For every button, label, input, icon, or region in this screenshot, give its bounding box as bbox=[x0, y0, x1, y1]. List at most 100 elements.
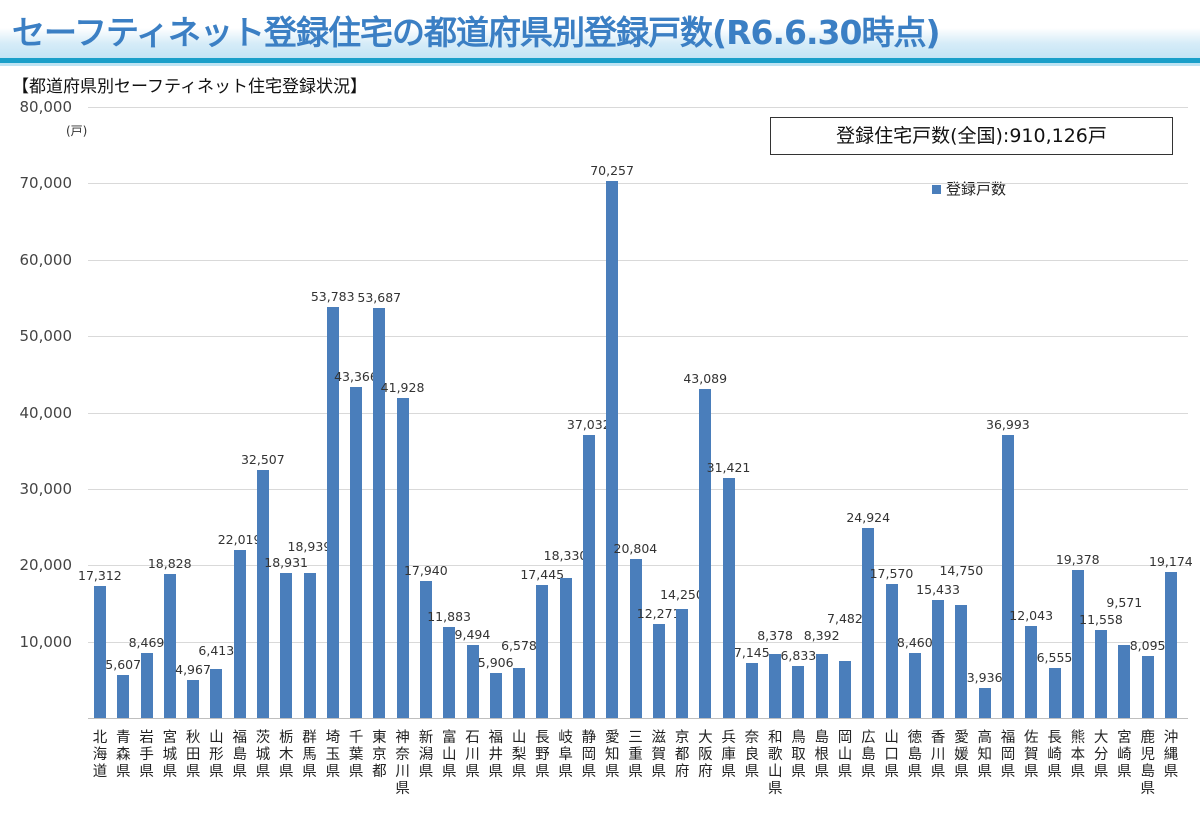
x-tick-label: 滋賀県 bbox=[651, 730, 667, 780]
bar bbox=[256, 469, 269, 718]
bar bbox=[1048, 667, 1061, 718]
gridline bbox=[88, 336, 1188, 338]
bar bbox=[94, 585, 106, 718]
data-label: 8,378 bbox=[757, 628, 793, 643]
gridline bbox=[88, 183, 1188, 185]
data-label: 11,883 bbox=[427, 609, 471, 625]
bar bbox=[978, 687, 991, 718]
gridline bbox=[88, 107, 1188, 108]
bar bbox=[303, 573, 316, 718]
bar bbox=[536, 584, 549, 718]
x-tick-label: 新潟県 bbox=[418, 730, 434, 780]
x-tick-label: 兵庫県 bbox=[721, 730, 736, 780]
bar bbox=[466, 645, 479, 718]
data-label: 24,924 bbox=[846, 509, 891, 525]
x-tick-label: 大阪府 bbox=[698, 730, 713, 780]
x-tick-label: 埼玉県 bbox=[325, 730, 341, 780]
x-tick-label: 山形県 bbox=[209, 730, 224, 780]
bar bbox=[559, 578, 572, 718]
title-band bbox=[0, 0, 1200, 62]
y-tick-label: 20,000 bbox=[19, 556, 73, 575]
x-tick-label: 熊本県 bbox=[1070, 730, 1086, 780]
x-axis-line bbox=[88, 718, 1188, 719]
x-tick-label: 奈良県 bbox=[744, 730, 760, 780]
x-tick-label: 徳島県 bbox=[907, 730, 923, 780]
data-label: 70,257 bbox=[590, 163, 634, 179]
data-label: 53,783 bbox=[310, 289, 355, 305]
data-label: 9,494 bbox=[454, 627, 491, 643]
bar bbox=[350, 386, 363, 718]
data-label: 22,019 bbox=[217, 531, 262, 547]
data-label: 19,378 bbox=[1055, 552, 1100, 567]
data-label: 8,469 bbox=[128, 635, 165, 651]
bar bbox=[629, 559, 642, 718]
bar bbox=[1118, 644, 1131, 718]
bar bbox=[233, 549, 246, 718]
x-tick-label: 広島県 bbox=[861, 730, 876, 780]
bar bbox=[1002, 435, 1015, 718]
data-label: 19,174 bbox=[1149, 553, 1193, 569]
x-tick-label: 青森県 bbox=[116, 730, 131, 780]
x-tick-label: 沖縄県 bbox=[1163, 730, 1179, 780]
x-tick-label: 東京都 bbox=[372, 730, 387, 780]
x-tick-label: 群馬県 bbox=[302, 730, 317, 780]
x-tick-label: 福岡県 bbox=[1000, 730, 1016, 780]
x-tick-label: 岡山県 bbox=[837, 730, 853, 780]
data-label: 17,570 bbox=[869, 565, 914, 581]
x-tick-label: 島根県 bbox=[814, 730, 830, 780]
bar bbox=[1165, 571, 1177, 718]
y-tick-label: 60,000 bbox=[19, 250, 73, 269]
bar bbox=[652, 624, 665, 718]
x-tick-label: 長崎県 bbox=[1047, 730, 1062, 780]
data-label: 41,928 bbox=[380, 379, 425, 395]
bar bbox=[280, 573, 293, 718]
data-label: 6,833 bbox=[780, 647, 817, 663]
data-label: 7,145 bbox=[733, 645, 770, 661]
bar bbox=[419, 580, 432, 718]
bar bbox=[1095, 629, 1108, 718]
data-label: 5,906 bbox=[477, 654, 514, 670]
x-tick-label: 宮城県 bbox=[162, 730, 178, 780]
x-tick-label: 高知県 bbox=[977, 730, 992, 780]
bar bbox=[839, 660, 852, 718]
x-tick-label: 富山県 bbox=[441, 730, 457, 780]
bar bbox=[582, 435, 595, 718]
y-tick-label: 70,000 bbox=[19, 174, 73, 193]
data-label: 18,330 bbox=[543, 548, 588, 563]
bar bbox=[326, 307, 339, 718]
data-label: 14,250 bbox=[660, 587, 704, 603]
x-tick-label: 北海道 bbox=[92, 730, 108, 780]
x-tick-label: 和歌山県 bbox=[767, 730, 783, 797]
data-label: 32,507 bbox=[240, 451, 285, 467]
data-label: 5,607 bbox=[105, 657, 142, 673]
x-tick-label: 愛媛県 bbox=[954, 730, 969, 780]
bar bbox=[117, 675, 130, 718]
data-label: 7,482 bbox=[827, 610, 863, 626]
x-tick-label: 山梨県 bbox=[511, 730, 527, 780]
legend-label: 登録戸数 bbox=[946, 180, 1007, 198]
page-title: セーフティネット登録住宅の都道府県別登録戸数(R6.6.30時点) bbox=[12, 13, 941, 52]
x-tick-label: 千葉県 bbox=[348, 730, 364, 780]
data-label: 12,271 bbox=[636, 606, 681, 622]
data-label: 18,939 bbox=[287, 539, 332, 555]
title-underline-light bbox=[0, 63, 1200, 66]
data-label: 31,421 bbox=[706, 460, 751, 476]
x-tick-label: 静岡県 bbox=[581, 730, 597, 780]
x-tick-label: 山口県 bbox=[884, 730, 899, 780]
bar bbox=[489, 672, 502, 718]
x-tick-label: 秋田県 bbox=[185, 730, 201, 780]
bar bbox=[140, 653, 153, 718]
data-label: 8,095 bbox=[1129, 638, 1166, 654]
bar bbox=[187, 680, 200, 718]
bar bbox=[513, 667, 526, 718]
bar bbox=[1141, 656, 1154, 718]
y-tick-label: 50,000 bbox=[19, 327, 73, 346]
title-underline bbox=[0, 58, 1200, 63]
bar bbox=[722, 478, 735, 718]
x-tick-label: 愛知県 bbox=[604, 730, 620, 780]
data-label: 12,043 bbox=[1009, 608, 1054, 624]
x-tick-label: 三重県 bbox=[628, 730, 643, 780]
data-label: 20,804 bbox=[613, 541, 658, 557]
gridline bbox=[88, 259, 1188, 261]
